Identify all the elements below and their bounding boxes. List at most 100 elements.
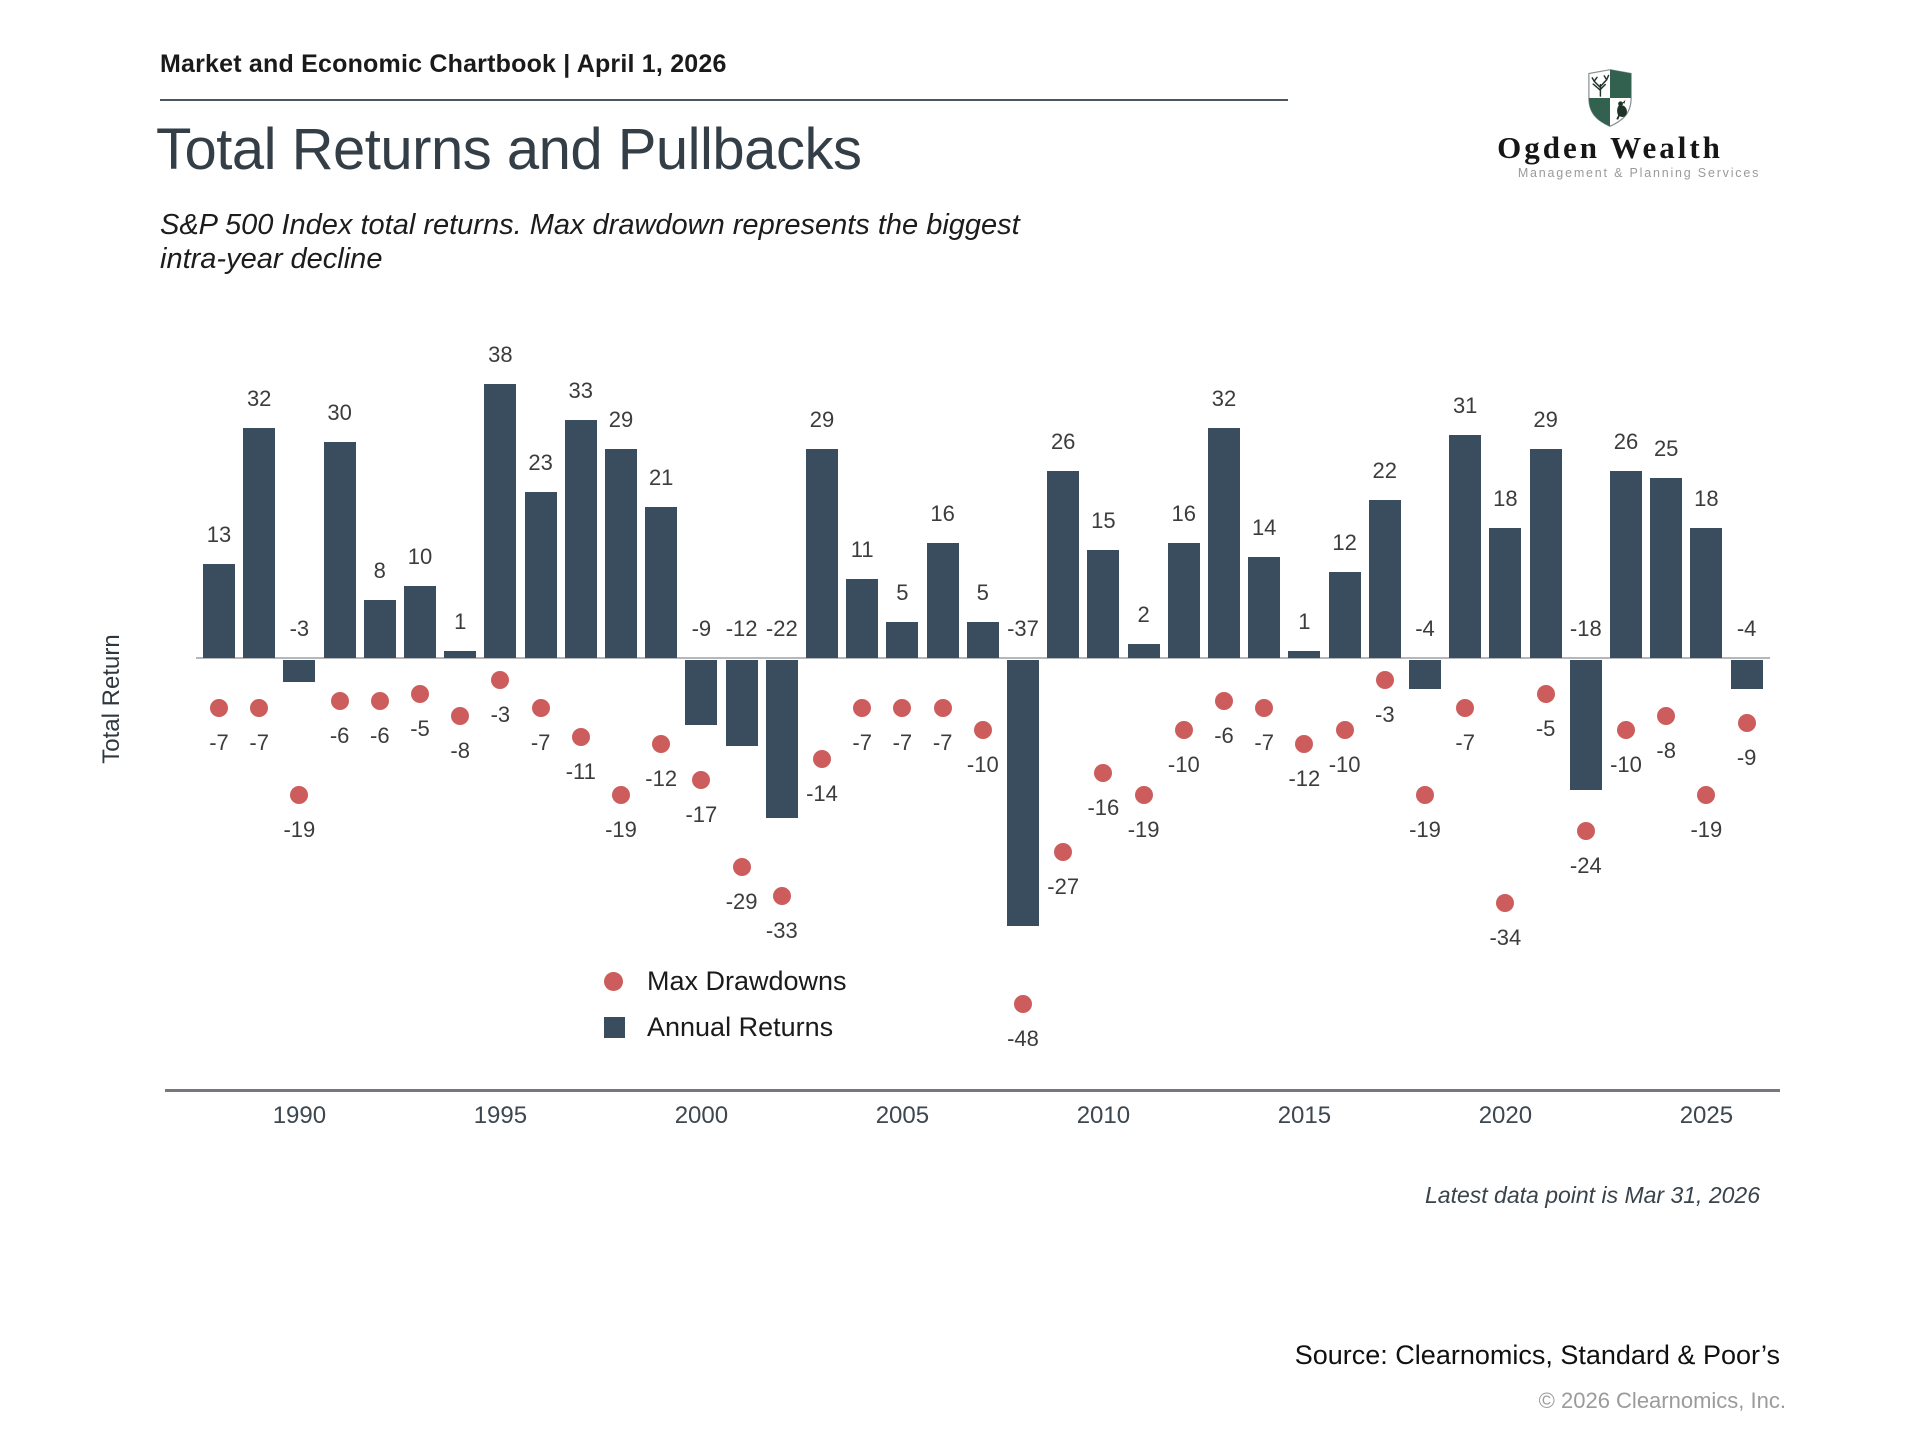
annual-return-bar-2014 (1248, 557, 1281, 658)
drawdown-value-label-2024: -8 (1656, 737, 1676, 763)
drawdown-dot-2007 (973, 721, 992, 739)
return-value-label-2006: 16 (930, 500, 955, 526)
legend-label: Annual Returns (647, 1011, 834, 1042)
y-axis-label: Total Return (98, 634, 125, 764)
header-divider (160, 99, 1288, 101)
legend-item-max-drawdowns: Max Drawdowns (604, 958, 847, 1004)
chart-legend: Max Drawdowns Annual Returns (604, 958, 847, 1050)
return-value-label-1996: 23 (528, 450, 553, 476)
copyright-notice: © 2026 Clearnomics, Inc. (1538, 1388, 1786, 1413)
return-value-label-2001: -12 (725, 616, 758, 641)
drawdown-value-label-2011: -19 (1127, 816, 1160, 842)
return-value-label-2014: 14 (1251, 515, 1277, 541)
annual-return-bar-2017 (1368, 499, 1401, 658)
drawdown-dot-2004 (853, 699, 872, 718)
drawdown-dot-1999 (652, 735, 671, 754)
return-value-label-2024: 25 (1653, 436, 1679, 461)
annual-return-bar-1989 (243, 427, 276, 658)
annual-return-bar-2012 (1167, 542, 1200, 658)
legend-label: Max Drawdowns (647, 965, 847, 996)
annual-return-bar-1988 (203, 564, 235, 658)
annual-return-bar-2004 (846, 578, 879, 658)
drawdown-dot-1998 (612, 785, 630, 804)
drawdown-dot-2001 (732, 857, 751, 876)
drawdown-value-label-1990: -19 (283, 816, 316, 842)
return-value-label-2010: 15 (1091, 508, 1116, 533)
drawdown-dot-2017 (1375, 670, 1394, 689)
logo-name: Ogden Wealth (1497, 130, 1723, 165)
drawdown-dot-2010 (1094, 764, 1113, 783)
drawdown-dot-2021 (1536, 685, 1555, 703)
return-value-label-2025: 18 (1694, 486, 1719, 512)
return-value-label-2023: 26 (1613, 428, 1639, 454)
return-value-label-2020: 18 (1493, 486, 1518, 512)
annual-return-bar-2010 (1087, 550, 1120, 658)
annual-return-bar-2021 (1529, 449, 1562, 658)
year-tick-label-1995: 1995 (473, 1102, 528, 1129)
annual-return-bar-2000 (685, 660, 718, 725)
annual-return-bar-1999 (645, 506, 678, 658)
return-value-label-1990: -3 (289, 616, 310, 641)
return-value-label-2026: -4 (1736, 616, 1757, 641)
drawdown-dot-2013 (1215, 692, 1233, 711)
year-tick-label-2025: 2025 (1679, 1102, 1734, 1129)
annual-return-bar-2023 (1610, 470, 1642, 658)
annual-return-bar-1995 (484, 384, 517, 658)
drawdown-dot-2023 (1617, 721, 1635, 739)
drawdown-value-label-2026: -9 (1736, 744, 1757, 770)
annual-return-bar-2020 (1489, 528, 1522, 658)
drawdown-value-label-2019: -7 (1455, 730, 1475, 756)
drawdown-dot-2015 (1295, 735, 1314, 754)
annual-return-bar-2006 (926, 542, 959, 658)
drawdown-dot-1989 (250, 699, 269, 718)
drawdown-dot-1991 (330, 692, 349, 711)
drawdown-value-label-1993: -5 (410, 716, 430, 741)
drawdown-value-label-2008: -48 (1007, 1025, 1039, 1051)
return-value-label-1993: 10 (407, 544, 433, 569)
drawdown-dot-1995 (491, 670, 510, 689)
drawdown-dot-2024 (1657, 706, 1676, 725)
return-value-label-2015: 1 (1298, 608, 1311, 634)
drawdown-dot-1996 (531, 699, 550, 718)
drawdown-value-label-2015: -12 (1288, 766, 1321, 792)
drawdown-dot-2026 (1737, 713, 1756, 732)
drawdown-dot-2020 (1496, 893, 1515, 912)
annual-return-bar-1993 (404, 586, 436, 658)
drawdown-value-label-2014: -7 (1254, 730, 1274, 756)
drawdown-value-label-2001: -29 (725, 888, 758, 914)
return-value-label-2022: -18 (1569, 616, 1602, 641)
drawdown-dot-2022 (1576, 821, 1595, 840)
return-value-label-1992: 8 (373, 558, 386, 584)
drawdown-value-label-2012: -10 (1167, 752, 1200, 777)
annual-return-bar-2015 (1288, 650, 1321, 658)
annual-return-bar-2022 (1569, 660, 1602, 790)
return-value-label-2013: 32 (1211, 385, 1237, 411)
return-value-label-1994: 1 (454, 608, 467, 634)
drawdown-value-label-2005: -7 (892, 730, 913, 756)
source-attribution: Source: Clearnomics, Standard & Poor’s (1294, 1340, 1780, 1370)
return-value-label-1999: 21 (648, 464, 674, 490)
drawdown-value-label-2018: -19 (1409, 816, 1441, 842)
drawdown-dot-2011 (1134, 785, 1153, 804)
return-value-label-2021: 29 (1533, 407, 1558, 433)
return-value-label-2012: 16 (1171, 500, 1197, 526)
drawdown-value-label-2022: -24 (1569, 852, 1602, 878)
annual-return-bar-2011 (1127, 643, 1160, 658)
return-value-label-2008: -37 (1007, 616, 1039, 641)
drawdown-dot-2009 (1054, 843, 1073, 862)
drawdown-value-label-2010: -16 (1087, 795, 1120, 821)
annual-return-bar-2016 (1328, 571, 1361, 658)
return-value-label-2017: 22 (1372, 457, 1398, 483)
drawdown-dot-1997 (571, 728, 590, 747)
drawdown-value-label-1992: -6 (370, 723, 390, 749)
drawdown-dot-1990 (290, 785, 309, 804)
drawdown-dot-2006 (933, 699, 952, 718)
drawdown-value-label-1994: -8 (450, 737, 470, 763)
drawdown-value-label-2023: -10 (1610, 752, 1642, 777)
drawdown-value-label-2020: -34 (1489, 924, 1522, 950)
return-value-label-2005: 5 (896, 580, 909, 605)
x-axis-line (165, 1089, 1780, 1092)
drawdown-value-label-1991: -6 (329, 723, 350, 749)
annual-return-bar-2025 (1690, 528, 1723, 658)
